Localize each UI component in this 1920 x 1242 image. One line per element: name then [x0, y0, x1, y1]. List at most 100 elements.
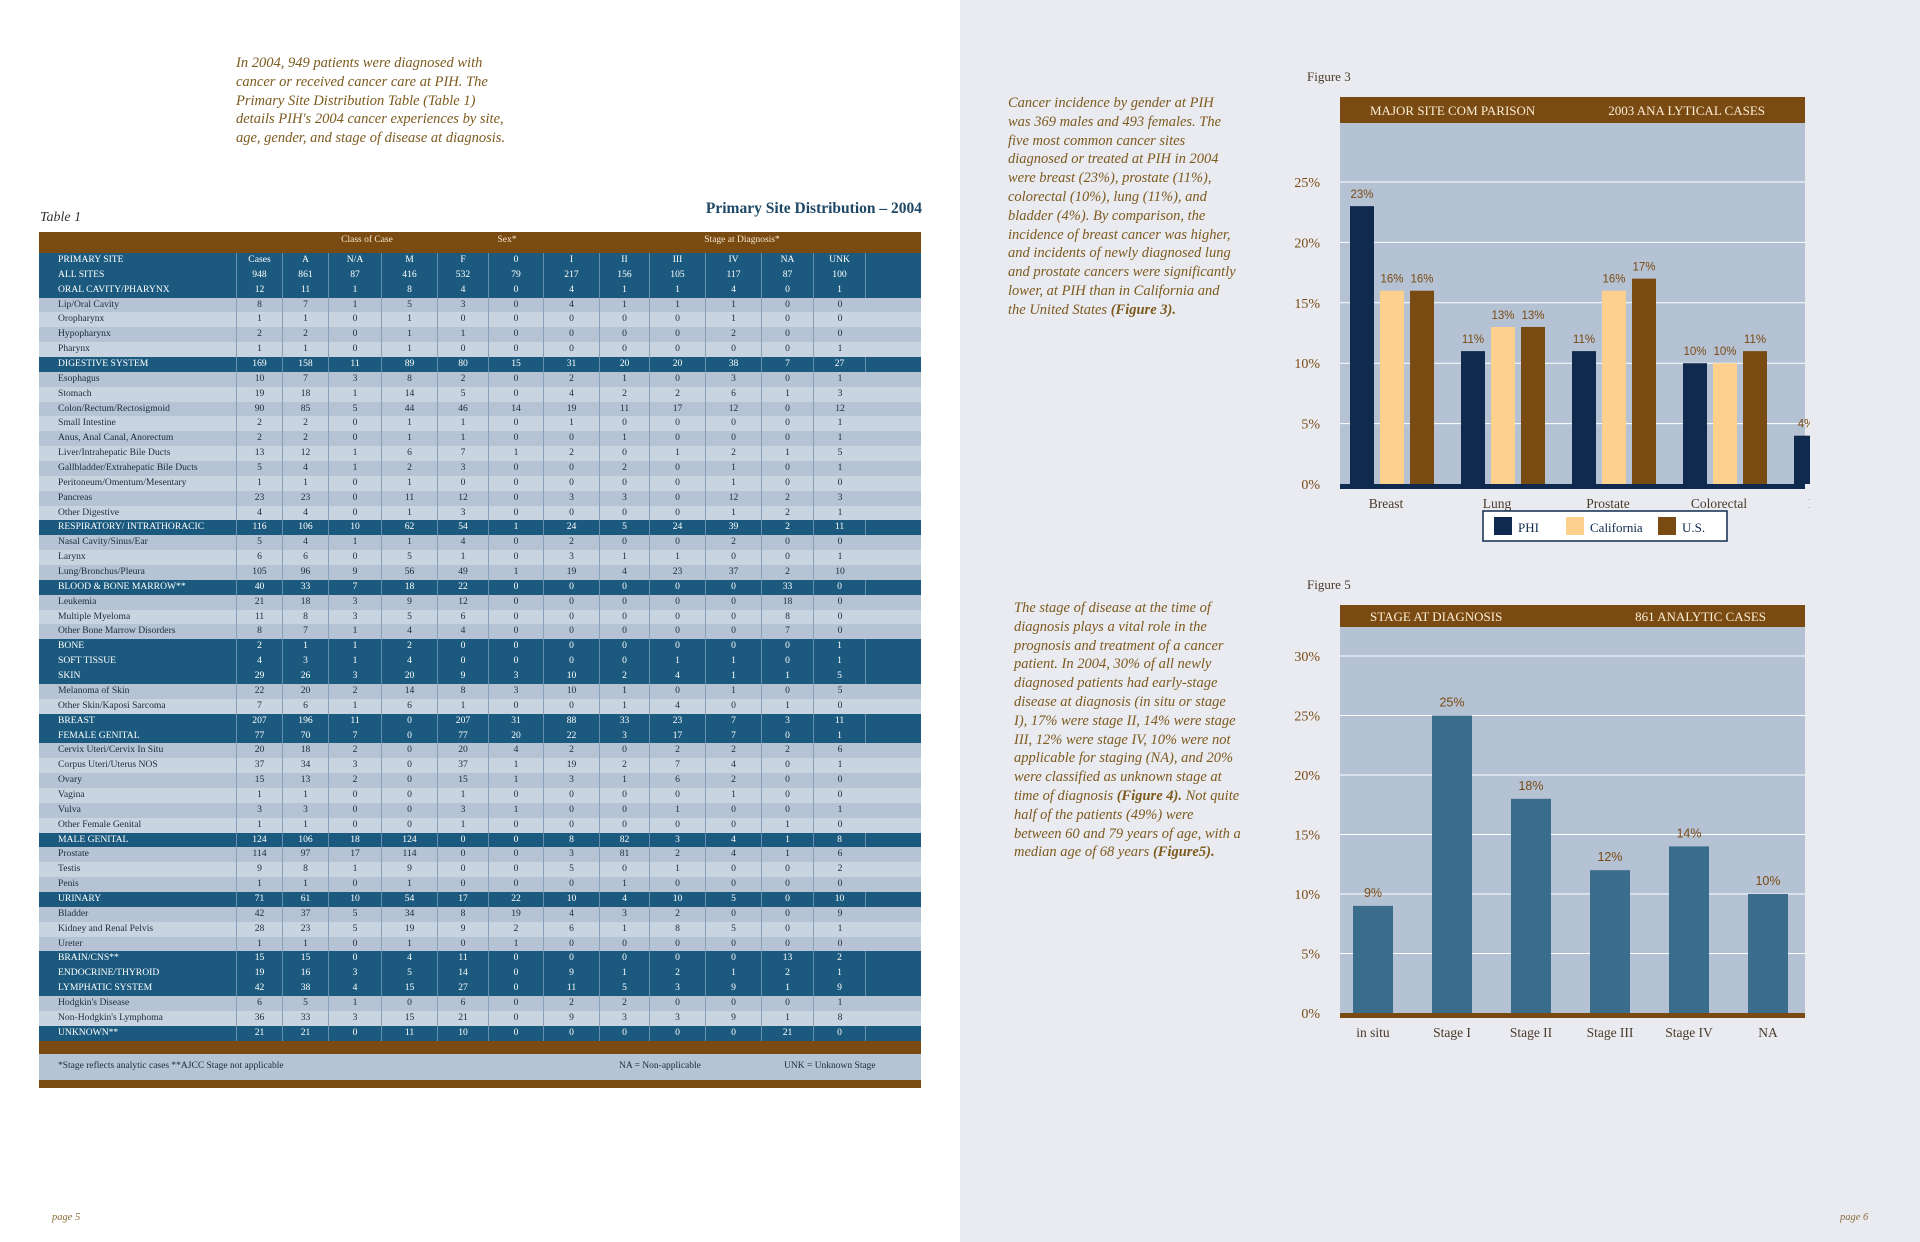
cell-value: 4 [283, 461, 329, 476]
cell-value: 1 [283, 475, 329, 491]
cell-value: 0 [329, 951, 382, 967]
y-tick-label: 25% [1294, 710, 1320, 725]
cell-value: 2 [650, 906, 706, 922]
cell-value: 0 [489, 312, 544, 328]
cell-value: 1 [600, 683, 650, 699]
cell-value: 1 [382, 535, 438, 551]
cell-value: 0 [762, 327, 814, 343]
cell-value: 0 [489, 371, 544, 387]
cell-value: 0 [600, 535, 650, 551]
cell-value: 23 [283, 490, 329, 506]
cell-value: 14 [382, 683, 438, 699]
cell-value: 2 [544, 743, 600, 759]
x-tick-label: Prostate [1586, 496, 1630, 511]
cell-value: 0 [489, 966, 544, 982]
data-label: 18% [1518, 779, 1543, 793]
cell-value: 0 [650, 490, 706, 506]
cell-value: 0 [544, 342, 600, 358]
table-row: Nasal Cavity/Sinus/Ear 5 4 1 1 4 0 2 0 0 2 0 0 [39, 535, 921, 551]
x-tick-label: Stage II [1510, 1025, 1553, 1040]
cell-value: 3 [283, 802, 329, 818]
cell-value: 38 [283, 981, 329, 996]
cell-value: 9 [706, 1010, 762, 1026]
cell-value: 3 [544, 773, 600, 788]
cell-value: 1 [329, 446, 382, 462]
cell-value: 0 [650, 327, 706, 343]
cell-value: 0 [329, 1025, 382, 1041]
cell-value: 156 [600, 267, 650, 283]
cell-site: BREAST [39, 713, 237, 729]
cell-value: 0 [762, 654, 814, 670]
cell-site: Ureter [39, 936, 237, 952]
cell-value: 12 [283, 446, 329, 462]
cell-value: 0 [382, 787, 438, 803]
cell-value: 0 [762, 877, 814, 892]
cell-value: 19 [237, 386, 283, 402]
cell-site: Multiple Myeloma [39, 609, 237, 625]
cell-site: BONE [39, 639, 237, 655]
cell-value: 4 [706, 758, 762, 774]
cell-value: 1 [283, 936, 329, 952]
cell-value: F [438, 253, 489, 268]
bar [1743, 351, 1767, 484]
cell-value: 1 [329, 862, 382, 878]
cell-site: MALE GENITAL [39, 832, 237, 848]
cell-value: 9 [329, 565, 382, 580]
data-label: 17% [1632, 262, 1655, 274]
cell-value: 0 [762, 995, 814, 1011]
cell-value: 0 [650, 416, 706, 432]
cell-value: 7 [650, 758, 706, 774]
cell-value: 33 [283, 579, 329, 595]
cell-value: 1 [762, 698, 814, 714]
cell-value: 0 [762, 416, 814, 432]
y-tick-label: 5% [1301, 948, 1320, 963]
cell-value: 0 [382, 773, 438, 788]
cell-value: 77 [438, 728, 489, 744]
cell-value: 5 [382, 297, 438, 313]
cell-value: 0 [489, 594, 544, 610]
cell-value: 9 [706, 981, 762, 996]
cell-value: 0 [762, 431, 814, 447]
cell-value: 3 [489, 669, 544, 684]
cell-value: 1 [283, 817, 329, 833]
cell-value: 12 [438, 490, 489, 506]
cell-site: ENDOCRINE/THYROID [39, 966, 237, 982]
cell-value: 0 [837, 625, 843, 637]
cell-value: 0 [489, 253, 544, 268]
cell-value: 0 [489, 297, 544, 313]
cell-value: 0 [837, 298, 843, 310]
table-group-header: Class of Case Sex* Stage at Diagnosis* [39, 232, 921, 252]
cell-value: 21 [283, 1025, 329, 1041]
cell-value: 2 [283, 431, 329, 447]
y-tick-label: 25% [1294, 176, 1320, 191]
cell-value: 1 [489, 565, 544, 580]
cell-value: 4 [650, 669, 706, 684]
cell-value: 2 [600, 386, 650, 402]
cell-value: 1 [489, 758, 544, 774]
cell-value: 158 [283, 357, 329, 372]
cell-value: 3 [762, 713, 814, 729]
cell-value: 1 [438, 698, 489, 714]
cell-value: 39 [706, 520, 762, 536]
cell-value: 0 [329, 877, 382, 892]
cell-value: 0 [329, 505, 382, 521]
data-label: 16% [1410, 274, 1433, 286]
cell-value: 0 [489, 787, 544, 803]
cell-value: 0 [438, 342, 489, 358]
cell-value: 20 [438, 743, 489, 759]
cell-value: 0 [489, 877, 544, 892]
cell-value: 0 [329, 550, 382, 566]
cell-value: 0 [544, 877, 600, 892]
cell-value: 4 [438, 282, 489, 298]
cell-value: 0 [600, 342, 650, 358]
group-header-sex: Sex* [497, 235, 517, 245]
bar [1602, 290, 1626, 484]
cell-value: 3 [438, 297, 489, 313]
cell-value: 0 [544, 936, 600, 952]
cell-value: 13 [283, 773, 329, 788]
cell-value: 2 [762, 505, 814, 521]
cell-value: 0 [329, 936, 382, 952]
cell-value: 1 [762, 669, 814, 684]
cell-value: 33 [283, 1010, 329, 1026]
cell-value: 2 [329, 683, 382, 699]
